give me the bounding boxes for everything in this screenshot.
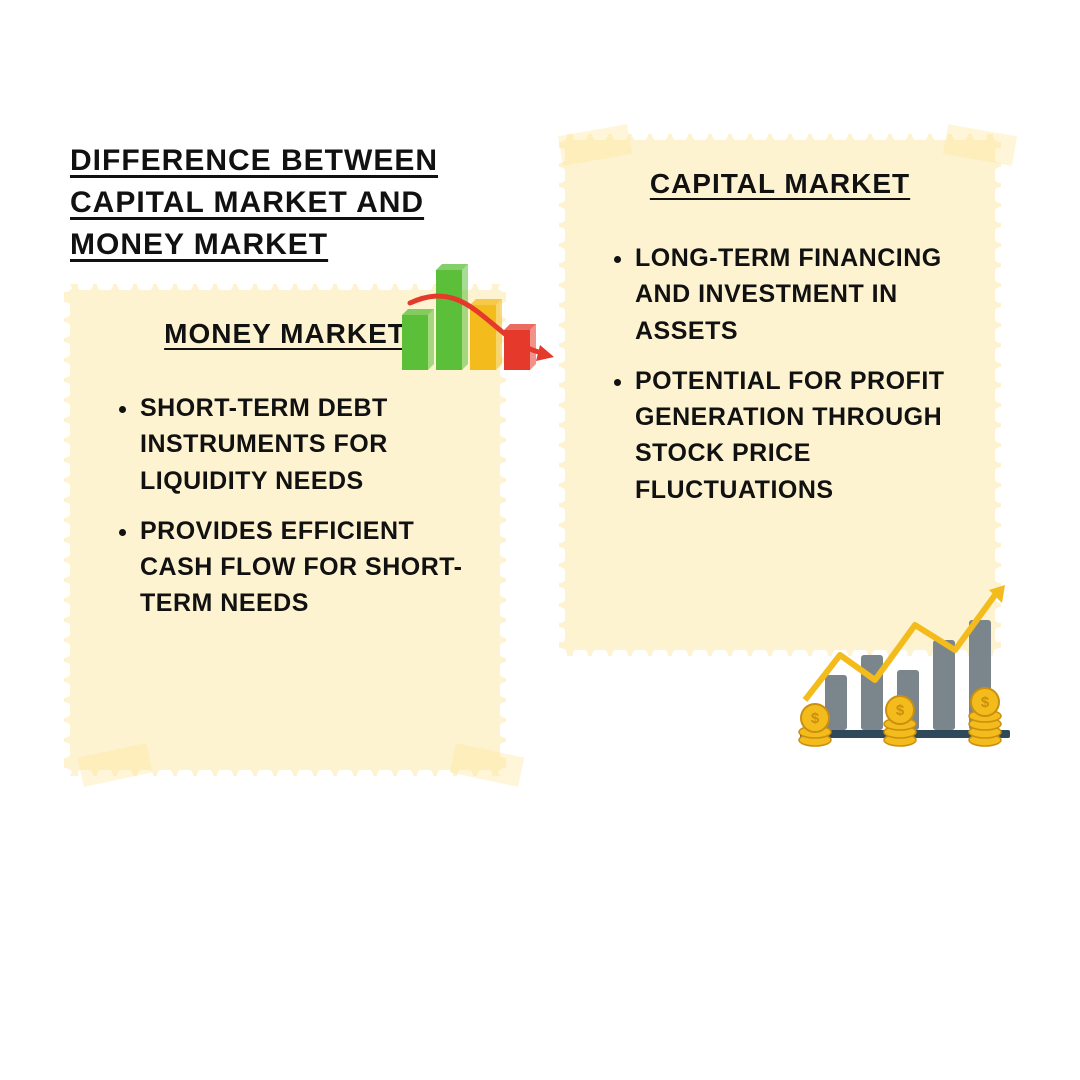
capital-card-heading: Capital Market <box>599 168 961 200</box>
list-item: Potential for profit generation through … <box>635 363 961 508</box>
list-item: Short-term debt instruments for liquidit… <box>140 390 466 499</box>
declining-bar-chart-icon <box>390 235 560 375</box>
list-item: Long-term financing and investment in as… <box>635 240 961 349</box>
money-card-list: Short-term debt instruments for liquidit… <box>104 390 466 622</box>
rising-chart-coins-icon: $ $ $ <box>780 570 1030 760</box>
capital-card-list: Long-term financing and investment in as… <box>599 240 961 508</box>
svg-text:$: $ <box>896 702 905 719</box>
svg-text:$: $ <box>811 710 820 727</box>
svg-text:$: $ <box>981 694 990 711</box>
tape-decor <box>450 743 525 787</box>
list-item: Provides efficient cash flow for short-t… <box>140 513 466 622</box>
